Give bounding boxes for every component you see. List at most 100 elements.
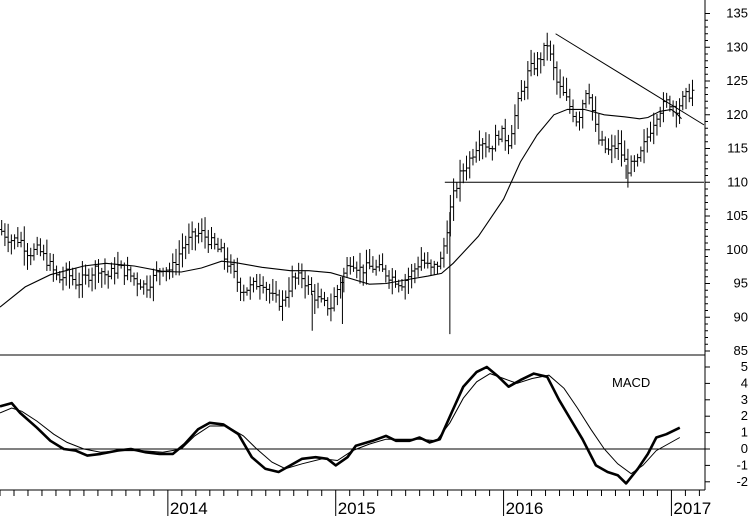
price-bar (651, 112, 656, 145)
price-bar (554, 61, 559, 95)
price-bar (613, 135, 618, 159)
macd-panel: MACD (0, 365, 705, 485)
macd-y-tick-label: -2 (736, 474, 748, 489)
price-bar (574, 111, 579, 127)
price-bar (319, 288, 324, 303)
price-y-tick-label: 125 (726, 73, 748, 88)
price-bar (516, 92, 521, 130)
price-bar (419, 247, 424, 271)
price-bar (316, 282, 321, 309)
price-bar (203, 217, 208, 249)
price-bar (635, 153, 640, 167)
price-y-tick-label: 85 (734, 343, 748, 358)
price-bar (219, 238, 224, 253)
price-bar (509, 124, 514, 149)
price-bar (461, 163, 466, 184)
price-bar (38, 238, 43, 257)
price-bar (629, 155, 634, 177)
y-axis: 85 90 95 100 105 110 115 120 125 130 135 -2 -101 23 4… (704, 0, 748, 490)
price-bar (567, 88, 572, 114)
price-bar (445, 220, 450, 254)
price-bar (245, 287, 250, 296)
trendlines (444, 33, 705, 183)
price-bar (425, 252, 430, 269)
price-bar (31, 243, 36, 261)
price-bar (151, 268, 156, 302)
price-bar (467, 151, 472, 179)
price-y-tick-label: 95 (734, 276, 748, 291)
price-bar (322, 291, 327, 307)
price-bar (51, 253, 56, 282)
macd-panel-title: MACD (612, 375, 650, 390)
price-bar (180, 233, 185, 268)
price-bar (15, 227, 20, 248)
price-panel (0, 32, 705, 335)
price-bar (25, 243, 30, 270)
price-bar (438, 251, 443, 270)
price-bar (600, 130, 605, 146)
price-bar (483, 132, 488, 158)
price-bar (448, 194, 453, 237)
price-bar (577, 111, 582, 131)
price-bar (551, 44, 556, 81)
price-bar (96, 259, 101, 283)
price-y-tick-label: 105 (726, 208, 748, 223)
price-bar (6, 223, 11, 253)
price-bar (274, 280, 279, 303)
macd-y-ticks: -2 -101 23 45 (705, 359, 748, 489)
price-bar (435, 261, 440, 275)
x-year-label: 2016 (506, 499, 544, 518)
price-bar (161, 267, 166, 277)
price-bar (19, 231, 24, 248)
price-bar (48, 253, 53, 271)
price-bar (532, 52, 537, 76)
macd-y-tick-label: 5 (741, 359, 748, 374)
price-bar (254, 273, 259, 290)
price-bar (422, 252, 427, 269)
price-bar (35, 236, 40, 255)
price-bar (616, 129, 621, 160)
x-year-label: 2017 (673, 499, 711, 518)
price-bar (73, 267, 78, 290)
price-bar (658, 106, 663, 128)
price-bar (403, 273, 408, 300)
price-bar (193, 228, 198, 251)
price-bar (364, 249, 369, 285)
price-bar (406, 267, 411, 294)
price-bar (215, 237, 220, 253)
price-bar (106, 270, 111, 289)
price-bar (458, 159, 463, 202)
price-bar (480, 138, 485, 160)
price-bar (164, 267, 169, 282)
macd-line (0, 365, 681, 485)
price-y-tick-label: 100 (726, 242, 748, 257)
price-bar (548, 40, 553, 61)
price-bar (112, 257, 117, 285)
price-bar (684, 87, 689, 110)
price-bar (671, 100, 676, 117)
price-y-ticks: 85 90 95 100 105 110 115 120 125 130 135 (705, 6, 748, 358)
price-bar (222, 242, 227, 270)
price-bar (206, 229, 211, 253)
macd-y-tick-label: 1 (741, 425, 748, 440)
price-y-tick-label: 135 (726, 6, 748, 21)
price-bar (286, 277, 291, 308)
price-bar (571, 99, 576, 123)
price-bar (432, 260, 437, 275)
price-bar (351, 256, 356, 272)
price-bar (144, 275, 149, 298)
price-bar (270, 278, 275, 301)
price-bar (86, 268, 91, 288)
price-y-tick-label: 115 (727, 141, 748, 156)
price-bar (638, 146, 643, 162)
price-bar (267, 283, 272, 304)
price-bar (454, 182, 459, 199)
price-bar (293, 272, 298, 290)
price-bar (606, 138, 611, 155)
price-bar (393, 270, 398, 288)
price-bar (593, 96, 598, 132)
price-bar (512, 104, 517, 145)
price-bar (2, 223, 7, 247)
price-bar (538, 52, 543, 74)
price-bar (383, 264, 388, 283)
